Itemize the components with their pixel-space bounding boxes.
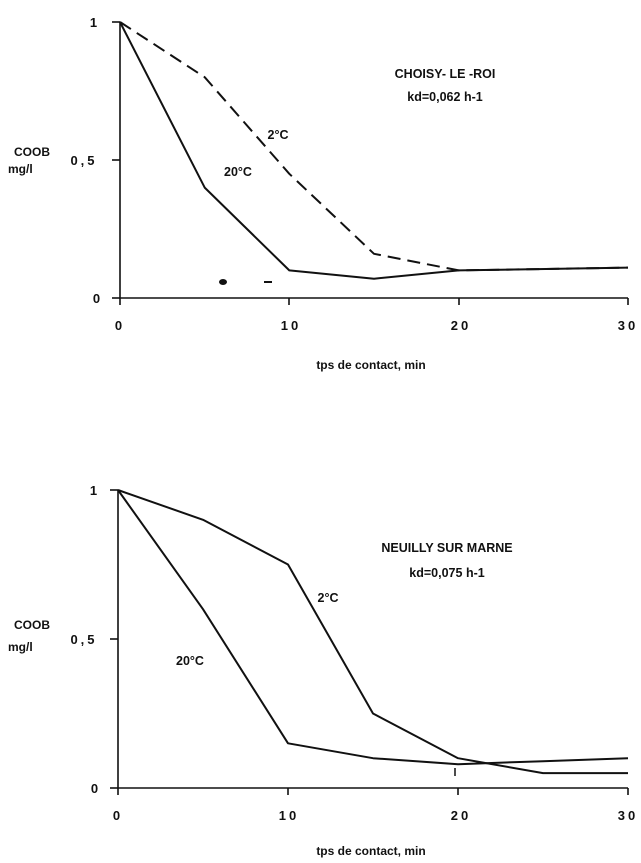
chart2-line-20c <box>117 489 629 766</box>
chart1-ylabel-line2: mg/l <box>8 162 33 176</box>
chart1-y-ticks <box>112 21 120 299</box>
chart1-xtick-0: 0 <box>115 318 125 333</box>
chart2-xlabel: tps de contact, min <box>316 844 425 858</box>
chart1-label-20c: 20°C <box>224 165 252 179</box>
chart1-xtick-20: 20 <box>451 318 471 333</box>
chart-choisy: 1 0,5 0 0 10 20 30 COOB mg/l tps de cont… <box>8 15 638 372</box>
chart2-ytick-05: 0,5 <box>70 632 97 647</box>
chart2-ytick-1: 1 <box>90 483 100 498</box>
chart-neuilly: 1 0,5 0 0 10 20 30 COOB mg/l tps de cont… <box>8 483 638 858</box>
chart1-xlabel: tps de contact, min <box>316 358 425 372</box>
chart1-ytick-05: 0,5 <box>70 153 97 168</box>
chart1-label-2c: 2°C <box>268 128 289 142</box>
chart2-label-20c: 20°C <box>176 654 204 668</box>
chart1-ylabel-line1: COOB <box>14 145 50 159</box>
chart1-ytick-0: 0 <box>93 291 103 306</box>
chart1-annotation-line1: CHOISY- LE -ROI <box>395 67 496 81</box>
chart1-xtick-30: 30 <box>618 318 638 333</box>
chart2-axes <box>117 490 628 789</box>
chart2-annotation-line1: NEUILLY SUR MARNE <box>381 541 512 555</box>
chart1-axes <box>119 22 628 299</box>
chart2-label-2c: 2°C <box>318 591 339 605</box>
chart2-line-2c <box>117 489 628 775</box>
chart2-x-ticks <box>117 788 629 795</box>
chart2-ylabel-line2: mg/l <box>8 640 33 654</box>
chart2-xtick-30: 30 <box>618 808 638 823</box>
chart1-ytick-1: 1 <box>90 15 100 30</box>
chart1-annotation-line2: kd=0,062 h-1 <box>407 90 482 104</box>
chart2-y-ticks <box>110 489 118 789</box>
chart1-line-20c <box>119 21 629 280</box>
chart2-ytick-0: 0 <box>91 781 101 796</box>
chart2-ylabel-line1: COOB <box>14 618 50 632</box>
chart2-xtick-20: 20 <box>451 808 471 823</box>
chart2-annotation-line2: kd=0,075 h-1 <box>409 566 484 580</box>
chart2-xtick-10: 10 <box>279 808 299 823</box>
chart1-x-ticks <box>119 298 629 305</box>
chart1-xtick-10: 10 <box>281 318 301 333</box>
chart2-xtick-0: 0 <box>113 808 123 823</box>
chart1-speck <box>219 279 227 285</box>
chart1-line-2c <box>119 21 629 272</box>
